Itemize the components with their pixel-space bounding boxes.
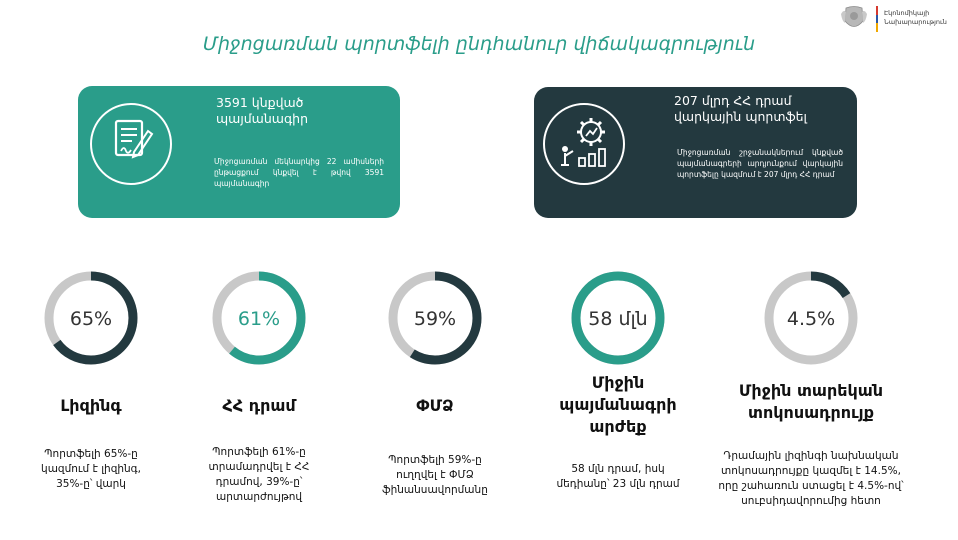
portfolio-card: 207 մլրդ ՀՀ դրամ վարկային պորտֆել Միջոցա… (534, 87, 857, 218)
donut-progress-arc (764, 271, 858, 365)
flag-stripe (876, 6, 878, 32)
stat-donut: 59% (387, 270, 483, 370)
stat-title: ՓՄՁ (340, 395, 530, 417)
donut-progress-arc (388, 271, 482, 365)
contracts-heading: 3591 կնքված պայմանագիր (216, 95, 308, 127)
stat-description: 58 մլն դրամ, իսկ մեդիանը՝ 23 մլն դրամ (533, 462, 703, 492)
stat-description-line: կազմում է լիզինգ, (41, 463, 141, 475)
donut-progress-arc (571, 271, 665, 365)
stat-description: Պորտֆելի 61%-ը տրամադրվել է ՀՀ դրամով, 39%… (174, 445, 344, 505)
stat-description-line: մեդիանը՝ 23 մլն դրամ (556, 478, 680, 490)
contract-document-pen-icon (90, 103, 172, 185)
ministry-logo-text: Էկոնոմիկայի Նախարարություն (884, 9, 947, 26)
stat-donut: 61% (211, 270, 307, 370)
stat-title: ՀՀ դրամ (164, 395, 354, 417)
stat-description: Պորտֆելի 59%-ը ուղղվել է ՓՄՁ ֆինանսավորման… (350, 453, 520, 498)
stat-title-line: տոկոսադրույք (748, 403, 874, 422)
donut-value-label: 4.5% (787, 308, 835, 330)
coat-of-arms-icon (838, 5, 870, 33)
stat-title: Միջին պայմանագրի արժեք (523, 372, 713, 438)
donut-value-label: 65% (70, 308, 112, 330)
contracts-card: 3591 կնքված պայմանագիր Միջոցառման մեկնար… (78, 86, 400, 218)
donut-progress-arc (212, 271, 306, 365)
stat-title-line: Միջին տարեկան (738, 381, 884, 400)
portfolio-heading: 207 մլրդ ՀՀ դրամ վարկային պորտֆել (674, 93, 807, 125)
stat-title-line: արժեք (589, 417, 647, 436)
stat-description-line: Պորտֆելի 61%-ը (212, 446, 306, 458)
growth-chart-gear-icon (543, 103, 625, 185)
contracts-heading-line-1: 3591 կնքված (216, 95, 304, 110)
stat-title-line: Լիզինգ (60, 396, 122, 415)
stat-description: Դրամային լիզինգի նախնական տոկոսադրույքը կ… (691, 449, 931, 509)
donut-value-label: 59% (414, 308, 456, 330)
stat-title-line: պայմանագրի (559, 395, 677, 414)
stat-description-line: որը շահառուն ստացել է 4.5%-ով՝ (718, 480, 904, 492)
logo-line-2: Նախարարություն (884, 17, 947, 26)
contracts-heading-line-2: պայմանագիր (216, 111, 309, 126)
stat-description-line: դրամով, 39%-ը՝ (215, 476, 303, 488)
stat-description-line: Դրամային լիզինգի նախնական (723, 450, 899, 462)
stat-title: Միջին տարեկան տոկոսադրույք (716, 380, 906, 424)
stat-description: Պորտֆելի 65%-ը կազմում է լիզինգ, 35%-ը՝ վա… (6, 447, 176, 492)
stat-description-line: տրամադրվել է ՀՀ (208, 461, 310, 473)
stat-description-line: տոկոսադրույքը կազմել է 14.5%, (721, 465, 901, 477)
stat-donut: 65% (43, 270, 139, 370)
stat-description-line: ֆինանսավորմանը (382, 484, 488, 496)
stat-title: Լիզինգ (0, 395, 186, 417)
stat-description-line: 58 մլն դրամ, իսկ (571, 463, 665, 475)
donut-progress-arc (44, 271, 138, 365)
portfolio-heading-line-1: 207 մլրդ ՀՀ դրամ (674, 93, 792, 108)
stat-donut: 4.5% (763, 270, 859, 370)
stat-description-line: 35%-ը՝ վարկ (56, 478, 126, 490)
portfolio-heading-line-2: վարկային պորտֆել (674, 109, 807, 124)
contracts-description: Միջոցառման մեկնարկից 22 ամիսների ընթացքո… (214, 157, 384, 188)
donut-value-label: 61% (238, 308, 280, 330)
stat-description-line: սուբսիդավորումից հետո (741, 495, 881, 507)
portfolio-description: Միջոցառման շրջանակներում կնքված պայմանագ… (677, 148, 843, 179)
donut-value-label: 58 մլն (588, 308, 647, 330)
stat-description-line: ուղղվել է ՓՄՁ (396, 469, 474, 481)
stat-title-line: ՓՄՁ (416, 396, 454, 415)
stat-title-line: Միջին (591, 373, 645, 392)
stat-title-line: ՀՀ դրամ (222, 396, 296, 415)
stat-description-line: արտարժույթով (215, 491, 303, 503)
stat-donut: 58 մլն (570, 270, 666, 370)
logo-line-1: Էկոնոմիկայի (884, 9, 930, 17)
stat-description-line: Պորտֆելի 59%-ը (388, 454, 482, 466)
stat-description-line: Պորտֆելի 65%-ը (44, 448, 138, 460)
page-title: Միջոցառման պորտֆելի ընդհանուր վիճակագրու… (202, 33, 756, 55)
